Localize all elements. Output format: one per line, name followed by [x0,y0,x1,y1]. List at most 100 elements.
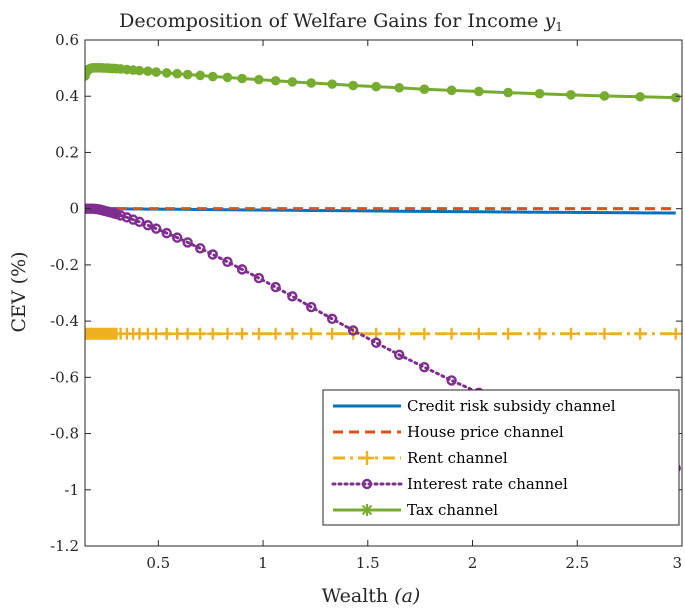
marker-point-20 [143,66,153,77]
axes-box [84,39,683,547]
marker-point-31 [287,291,298,302]
x-axis-label-math: (a) [394,585,420,607]
marker-point-36 [394,82,405,93]
marker-point-37 [418,327,431,340]
marker-point-19 [134,216,145,228]
x-axis-label-text: Wealth [322,585,389,607]
marker-point-25 [195,70,206,81]
marker-point-25 [195,243,206,254]
x-tick-label-1: 1 [258,554,268,572]
marker-point-29 [254,74,264,85]
marker-point-26 [207,71,218,82]
marker-point-41 [534,88,545,99]
chart-title-text: Decomposition of Welfare Gains for Incom… [119,10,538,32]
chart-title-subscript: 1 [555,20,563,34]
y-tick-label-8: 0.4 [55,87,79,105]
marker-point-30 [269,327,282,340]
marker-point-40 [503,87,513,98]
marker-point-32 [306,301,317,313]
y-tick-label-1: -1 [64,481,79,499]
marker-point-38 [446,375,457,386]
marker-point-35 [371,81,381,92]
x-tick-label-2: 1.5 [356,554,380,572]
series-tax-channel [85,63,681,103]
marker-point-38 [446,85,457,96]
chart-title-math: y [543,10,555,32]
y-tick-label-6: 0 [69,200,79,218]
marker-point-27 [222,256,233,267]
legend-label-rent-channel: Rent channel [407,449,508,467]
marker-point-21 [151,67,162,77]
chart-title: Decomposition of Welfare Gains for Incom… [119,10,563,34]
marker-point-21 [151,223,162,234]
marker-point-37 [419,362,430,373]
y-tick-label-3: -0.6 [50,368,79,386]
marker-point-29 [252,327,265,340]
y-tick-label-5: -0.2 [50,256,79,274]
legend-label-interest-rate-channel: Interest rate channel [407,475,568,493]
marker-point-31 [286,327,299,340]
x-tick-label-4: 2.5 [565,554,589,572]
marker-point-33 [326,327,339,340]
legend: Credit risk subsidy channel House price c… [322,389,680,526]
marker-point-24 [181,327,194,340]
legend-marker-interest-rate-channel [361,478,373,490]
marker-point-41 [533,327,546,340]
y-tick-label-0: -1.2 [50,537,79,555]
marker-point-24 [182,69,193,80]
x-axis-label: Wealth (a) [322,585,421,607]
marker-point-34 [347,325,359,336]
marker-point-37 [419,84,430,94]
marker-point-45 [670,92,681,103]
marker-point-28 [236,264,248,275]
marker-point-36 [393,327,406,340]
legend-marker-rent-channel [360,451,374,465]
legend-label-credit-risk-subsidy-channel: Credit risk subsidy channel [407,397,616,415]
marker-point-31 [287,77,298,87]
marker-point-26 [207,249,218,260]
marker-point-45 [669,327,682,340]
marker-point-39 [474,86,484,97]
marker-point-28 [236,327,249,340]
marker-point-43 [599,91,610,101]
marker-point-29 [253,272,265,284]
legend-label-tax-channel: Tax channel [407,501,498,519]
marker-point-38 [445,327,458,340]
legend-marker-tax-channel [361,504,373,516]
marker-point-25 [194,327,207,340]
marker-point-22 [161,227,172,239]
marker-point-33 [327,79,337,89]
marker-point-35 [370,337,382,348]
marker-point-34 [348,80,358,91]
marker-point-23 [171,327,184,340]
marker-point-42 [566,90,576,100]
y-tick-label-2: -0.8 [50,425,79,443]
x-tick-label-0: 0.5 [146,554,170,572]
marker-point-43 [598,327,611,340]
marker-point-20 [142,220,154,231]
marker-point-44 [634,327,647,340]
x-tick-label-3: 2 [468,554,478,572]
marker-point-36 [394,349,405,361]
legend-box [322,389,680,526]
marker-point-40 [502,327,515,340]
marker-point-32 [305,327,318,340]
marker-point-27 [221,327,234,340]
marker-point-23 [171,232,183,243]
marker-point-27 [222,72,233,83]
marker-point-32 [306,78,317,88]
marker-point-19 [134,65,145,76]
marker-point-23 [172,68,182,79]
marker-point-21 [150,327,163,340]
series-rent-channel [85,327,682,340]
series-line-interest-rate-channel [85,207,678,470]
marker-point-30 [270,75,281,86]
marker-point-39 [472,327,485,340]
marker-point-42 [564,327,577,340]
legend-label-house-price-channel: House price channel [407,423,564,441]
marker-point-28 [237,73,247,84]
marker-point-22 [161,68,172,78]
x-tick-label-5: 3 [672,554,682,572]
marker-point-30 [270,281,281,293]
